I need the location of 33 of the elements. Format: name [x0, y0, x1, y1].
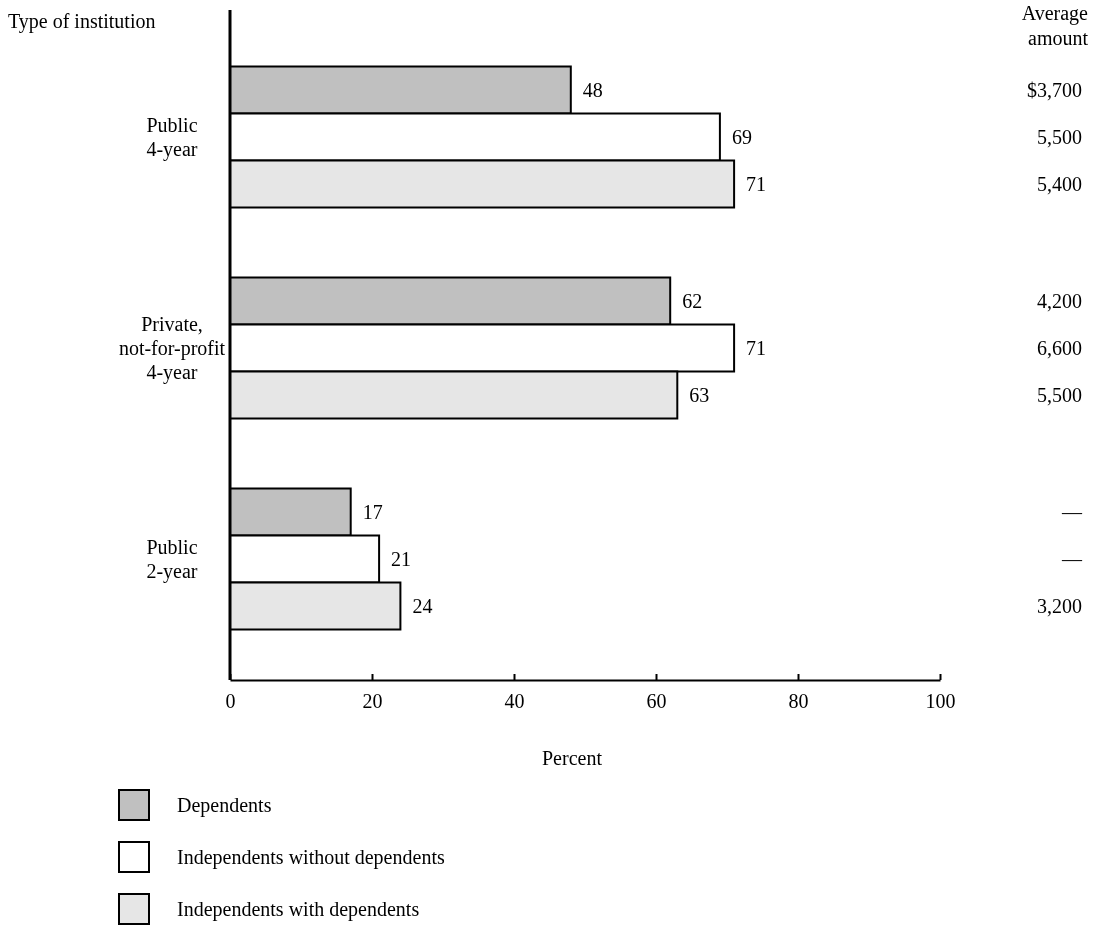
data-label: 71 [746, 173, 767, 195]
data-label: 62 [682, 290, 703, 312]
y-tick-label: Public 2-year [146, 536, 198, 583]
data-label: 69 [731, 126, 752, 148]
data-label: 63 [689, 384, 710, 406]
data-label: 17 [362, 501, 383, 523]
data-label: 71 [746, 337, 767, 359]
x-tick-label: 0 [225, 690, 236, 713]
x-axis-title: Percent [542, 747, 603, 769]
text: 3,200 [1037, 595, 1082, 617]
legend-label: Independents with dependents [177, 898, 420, 921]
text: — [1061, 548, 1083, 570]
x-tick-label: 60 [646, 690, 667, 713]
y-tick-label: Private, not-for-profit 4-year [118, 313, 226, 384]
y-tick-label: Public 4-year [146, 114, 198, 161]
text: 4,200 [1037, 290, 1082, 312]
text: — [1061, 501, 1083, 523]
data-label: 48 [582, 79, 603, 101]
text: $3,700 [1027, 79, 1082, 101]
text: 5,400 [1037, 173, 1082, 195]
x-tick-label: 100 [925, 690, 956, 713]
x-tick-label: 80 [788, 690, 809, 713]
text: 5,500 [1037, 384, 1082, 406]
text: 5,500 [1037, 126, 1082, 148]
data-label: 21 [391, 548, 412, 570]
legend-label: Dependents [177, 794, 272, 817]
text: Average amount [1021, 2, 1089, 49]
text: 6,600 [1037, 337, 1082, 359]
data-label: 24 [412, 595, 433, 617]
x-tick-label: 40 [504, 690, 525, 713]
legend-label: Independents without dependents [177, 846, 445, 869]
y-axis-title: Type of institution [8, 10, 156, 33]
x-tick-label: 20 [362, 690, 383, 713]
